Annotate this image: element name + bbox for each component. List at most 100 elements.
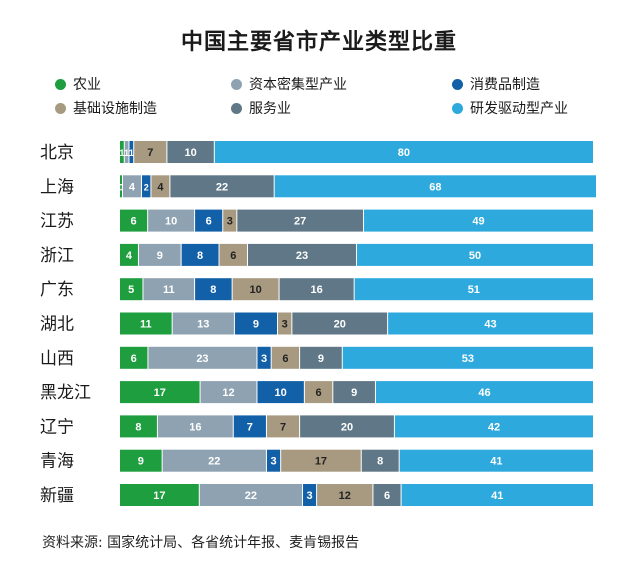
legend-label: 基础设施制造 (73, 101, 157, 117)
bar-segment (266, 415, 300, 438)
category-label: 浙江 (40, 246, 74, 266)
data-label: 6 (384, 490, 390, 502)
category-label: 江苏 (40, 212, 74, 232)
bar-segment (148, 209, 195, 232)
bar-segment (120, 278, 143, 301)
bar-segment (141, 175, 151, 198)
data-label: 4 (129, 181, 136, 193)
bar-segment (120, 381, 200, 404)
bar-segment (257, 381, 304, 404)
bar-segment (333, 381, 375, 404)
data-label: 49 (472, 216, 484, 228)
data-label: 8 (135, 421, 141, 433)
legend-swatch (231, 79, 242, 90)
bar-segment (357, 243, 593, 266)
data-label: 6 (316, 387, 322, 399)
bar-segment (342, 346, 593, 369)
data-label: 3 (282, 319, 288, 331)
category-label: 山西 (40, 349, 74, 369)
data-label: 13 (197, 319, 209, 331)
data-label: 1 (119, 148, 124, 158)
bar-segment (200, 381, 257, 404)
data-label: 9 (318, 353, 324, 365)
bar-segment (120, 484, 199, 506)
data-label: 43 (484, 319, 496, 331)
data-label: 7 (247, 421, 253, 433)
data-label: 1 (124, 148, 129, 158)
legend-swatch (452, 103, 463, 114)
data-label: 1 (129, 148, 134, 158)
data-label: 10 (165, 216, 177, 228)
legend-item-agriculture: 农业 (55, 76, 101, 94)
legend-swatch (231, 103, 242, 114)
data-label: 12 (339, 490, 351, 502)
bar-segment (300, 415, 394, 438)
category-label: 新疆 (40, 486, 74, 506)
legend-swatch (55, 103, 66, 114)
data-label: 20 (334, 319, 346, 331)
bar-segment (120, 243, 138, 266)
bar-segment (120, 449, 162, 472)
data-label: 6 (230, 250, 236, 262)
data-label: 3 (307, 490, 313, 502)
category-label: 广东 (40, 280, 74, 300)
data-label: 9 (253, 319, 259, 331)
bar-segment (223, 209, 237, 232)
data-label: 8 (210, 284, 216, 296)
legend-label: 农业 (73, 77, 101, 93)
legend-label: 服务业 (249, 101, 291, 117)
legend-item-services: 服务业 (231, 100, 291, 118)
bar-segment (120, 346, 148, 369)
data-label: 50 (469, 250, 481, 262)
data-label: 11 (163, 284, 175, 296)
legend-label: 研发驱动型产业 (470, 101, 568, 117)
data-label: 2 (144, 182, 149, 192)
bar-segment (167, 141, 214, 163)
data-label: 80 (398, 147, 410, 159)
data-label: 16 (189, 421, 201, 433)
bar-segment (232, 278, 279, 301)
category-label: 辽宁 (40, 417, 74, 437)
data-label: 6 (131, 216, 137, 228)
bar-segment (162, 449, 266, 472)
data-label: 10 (249, 284, 261, 296)
data-label: 53 (462, 353, 474, 365)
data-label: 4 (157, 181, 164, 193)
data-label: 9 (138, 456, 144, 468)
bar-segment (388, 312, 593, 335)
data-label: 17 (315, 456, 327, 468)
bar-segment (157, 415, 233, 438)
bar-segment (199, 484, 303, 506)
category-label: 北京 (40, 143, 74, 163)
data-label: 9 (157, 250, 163, 262)
data-label: 41 (491, 490, 503, 502)
data-label: 4 (126, 250, 133, 262)
bar-segment (317, 484, 373, 506)
legend-label: 资本密集型产业 (249, 77, 347, 93)
bar-segment (195, 209, 223, 232)
bar-segment (373, 484, 401, 506)
chart-title: 中国主要省市产业类型比重 (180, 30, 457, 55)
data-label: 41 (490, 456, 502, 468)
bar-segment (181, 243, 219, 266)
bar-segment (278, 312, 292, 335)
data-label: 8 (197, 250, 203, 262)
data-label: 7 (280, 421, 286, 433)
legend-item-infrastructure: 基础设施制造 (55, 100, 157, 118)
data-label: 3 (227, 216, 233, 228)
data-label: 6 (282, 353, 288, 365)
bar-segment (375, 381, 593, 404)
bar-segment (120, 415, 157, 438)
bar-segment (394, 415, 593, 438)
bar-segment (172, 312, 234, 335)
data-label: 6 (131, 353, 137, 365)
data-label: 7 (147, 147, 153, 159)
category-label: 上海 (40, 177, 74, 197)
bar-segment (214, 141, 594, 163)
data-label: 42 (488, 421, 500, 433)
source-note: 资料来源: 国家统计局、各省统计年报、麦肯锡报告 (42, 535, 360, 551)
bar-segment (303, 484, 317, 506)
bar-segment (148, 346, 257, 369)
bar-segment (281, 449, 361, 472)
